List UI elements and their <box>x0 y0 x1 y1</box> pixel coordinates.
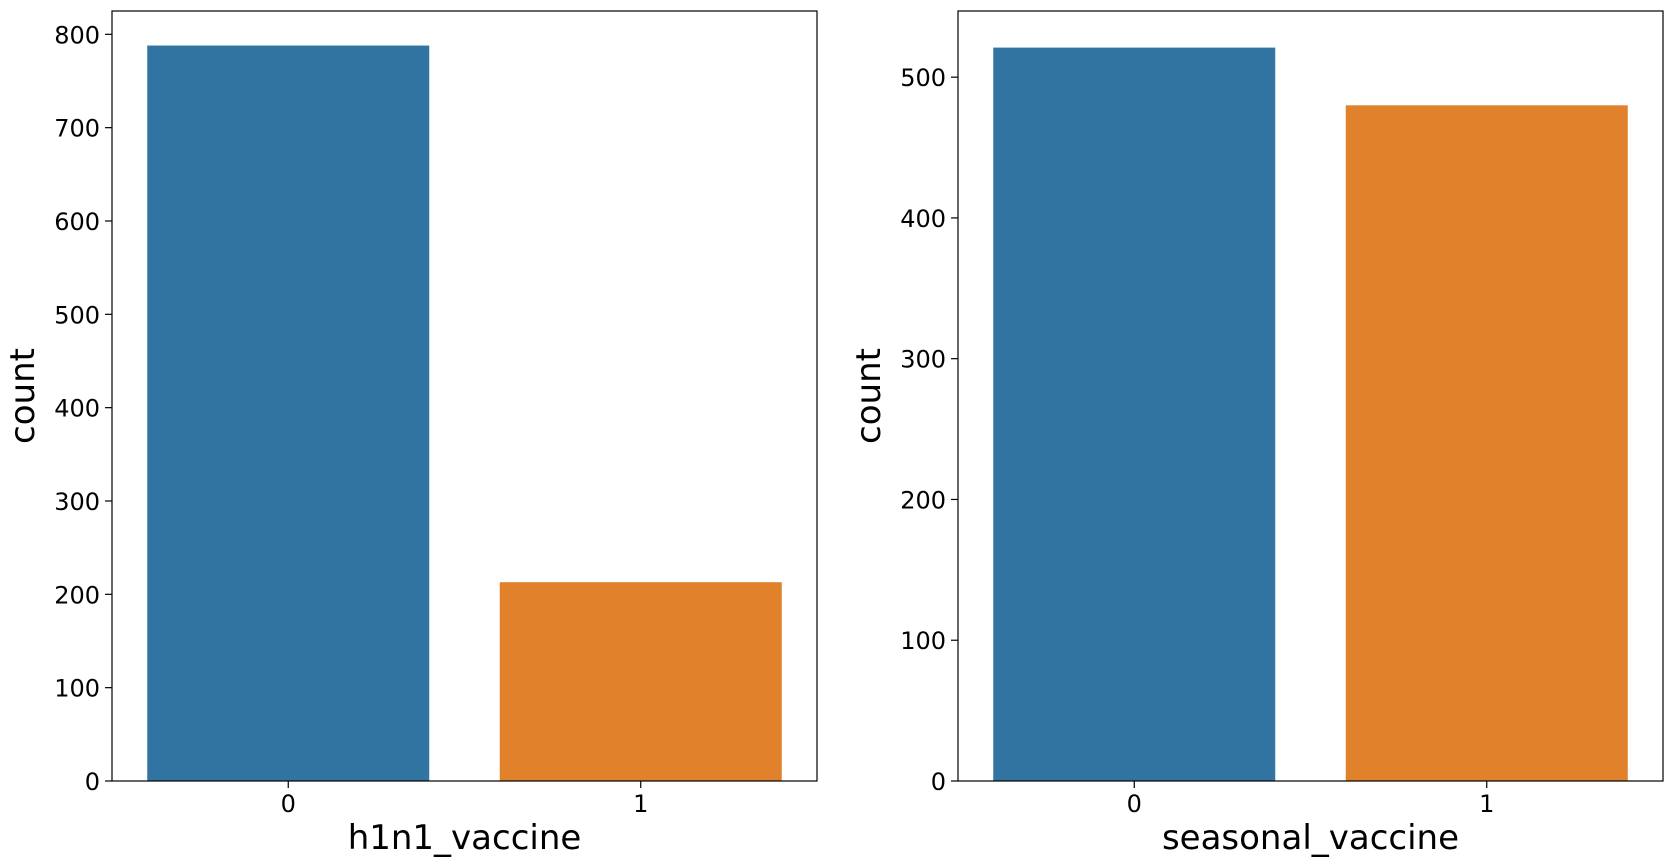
bar-seasonal-1 <box>1345 105 1628 781</box>
y-tick-label-h1n1: 300 <box>54 488 100 516</box>
x-tick-label-seasonal: 0 <box>1127 790 1142 818</box>
bar-seasonal-0 <box>993 47 1276 782</box>
y-tick-label-seasonal: 100 <box>900 627 946 655</box>
bar-h1n1-1 <box>499 582 782 781</box>
y-tick-label-h1n1: 700 <box>54 115 100 143</box>
x-axis-label-seasonal: seasonal_vaccine <box>1162 818 1459 858</box>
y-tick-label-seasonal: 500 <box>900 64 946 92</box>
x-axis-label-h1n1: h1n1_vaccine <box>348 818 582 858</box>
y-tick-label-h1n1: 100 <box>54 675 100 703</box>
chart-panel-h1n1: 0 100 200 300 400 500 600 700 800 0 1 h1n1_vaccine c… <box>3 10 818 858</box>
y-tick-label-seasonal: 400 <box>900 205 946 233</box>
plot-frame-seasonal <box>957 10 1664 782</box>
x-tick-label-h1n1: 1 <box>633 790 648 818</box>
x-tick-label-h1n1: 0 <box>281 790 296 818</box>
y-tick-label-h1n1: 0 <box>85 768 100 796</box>
y-tick-label-h1n1: 200 <box>54 581 100 609</box>
y-tick-label-seasonal: 300 <box>900 346 946 374</box>
x-tick-label-seasonal: 1 <box>1479 790 1494 818</box>
y-tick-label-seasonal: 200 <box>900 486 946 514</box>
y-axis-label-seasonal: count <box>849 348 889 444</box>
y-tick-label-seasonal: 0 <box>931 768 946 796</box>
plot-frame-h1n1 <box>111 10 818 782</box>
y-tick-label-h1n1: 400 <box>54 395 100 423</box>
chart-panel-seasonal: 0 100 200 300 400 500 0 1 seasonal_vaccine count <box>849 10 1664 858</box>
bar-h1n1-0 <box>147 45 430 782</box>
y-axis-label-h1n1: count <box>3 348 43 444</box>
y-tick-label-h1n1: 600 <box>54 208 100 236</box>
y-tick-label-h1n1: 800 <box>54 21 100 49</box>
y-tick-label-h1n1: 500 <box>54 301 100 329</box>
